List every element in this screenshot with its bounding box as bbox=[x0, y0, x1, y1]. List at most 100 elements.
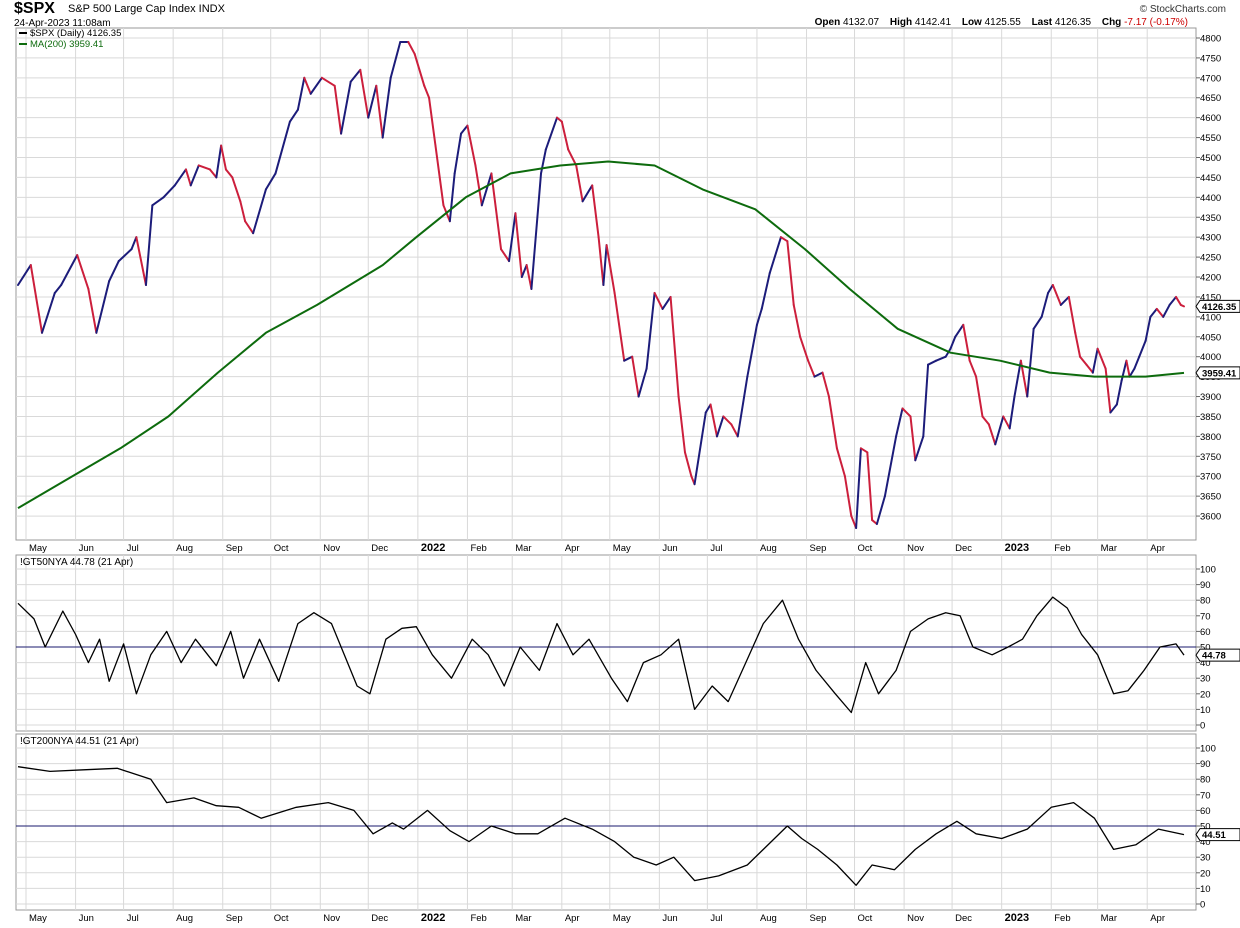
y-tick-label: 3700 bbox=[1200, 472, 1221, 483]
price-segment bbox=[843, 475, 853, 518]
y-tick-label: 4350 bbox=[1200, 213, 1221, 224]
price-segment bbox=[333, 84, 343, 135]
price-segment bbox=[855, 447, 862, 530]
legend-entry: $SPX (Daily) 4126.35 bbox=[30, 28, 121, 39]
price-segment bbox=[637, 367, 648, 398]
panel-frame bbox=[15, 27, 1197, 541]
y-tick-label: 50 bbox=[1200, 643, 1211, 654]
x-tick-label: Jul bbox=[127, 543, 139, 554]
y-tick-label: 70 bbox=[1200, 790, 1211, 801]
price-segment bbox=[60, 254, 79, 286]
price-segment bbox=[835, 447, 846, 478]
price-segment bbox=[786, 240, 795, 306]
price-segment bbox=[914, 435, 925, 462]
quote-chg-label: Chg bbox=[1101, 17, 1122, 28]
x-tick-label: 2023 bbox=[1005, 912, 1029, 924]
price-segment bbox=[813, 371, 824, 378]
price-segment bbox=[87, 287, 98, 334]
x-tick-label: Oct bbox=[274, 913, 289, 924]
price-segment bbox=[117, 248, 133, 263]
price-segment bbox=[1047, 283, 1054, 294]
price-segment bbox=[927, 359, 938, 366]
quote-low-label: Low bbox=[961, 17, 982, 28]
price-segment bbox=[994, 415, 1005, 446]
x-tick-label: Jul bbox=[710, 543, 722, 554]
price-segment bbox=[653, 291, 664, 310]
price-segment bbox=[722, 415, 733, 426]
price-segment bbox=[883, 435, 898, 498]
price-segment bbox=[760, 272, 771, 310]
price-segment bbox=[981, 415, 990, 426]
price-segment bbox=[144, 204, 154, 286]
price-segment bbox=[530, 172, 543, 290]
price-segment bbox=[677, 395, 686, 454]
price-segment bbox=[954, 323, 965, 338]
price-segment bbox=[1138, 339, 1147, 358]
y-tick-label: 20 bbox=[1200, 689, 1211, 700]
x-tick-label: Aug bbox=[176, 913, 193, 924]
last-value-box bbox=[1195, 366, 1240, 380]
price-segment bbox=[1155, 307, 1165, 318]
price-segment bbox=[704, 403, 712, 414]
price-segment bbox=[29, 264, 43, 334]
price-segment bbox=[799, 335, 810, 362]
price-segment bbox=[875, 495, 886, 526]
price-segment bbox=[349, 68, 362, 83]
price-segment bbox=[1149, 307, 1158, 318]
y-tick-label: 3800 bbox=[1200, 432, 1221, 443]
price-segment bbox=[423, 84, 431, 99]
y-tick-label: 40 bbox=[1200, 658, 1211, 669]
y-tick-label: 90 bbox=[1200, 580, 1211, 591]
y-tick-label: 3850 bbox=[1200, 412, 1221, 423]
quote-high-value: 4142.41 bbox=[914, 17, 952, 28]
price-segment bbox=[1175, 295, 1182, 306]
last-value-box bbox=[1195, 299, 1240, 313]
price-segment bbox=[768, 236, 782, 275]
price-segment bbox=[1074, 331, 1082, 358]
price-segment bbox=[1144, 315, 1152, 342]
price-segment bbox=[669, 295, 680, 398]
price-segment bbox=[381, 76, 392, 139]
price-segment bbox=[821, 371, 830, 398]
x-tick-label: Sep bbox=[810, 543, 827, 554]
quote-open-label: Open bbox=[814, 17, 841, 28]
price-segment bbox=[779, 236, 789, 243]
y-tick-label: 10 bbox=[1200, 884, 1211, 895]
price-segment bbox=[944, 347, 952, 358]
quote-last-label: Last bbox=[1031, 17, 1053, 28]
breadth-line bbox=[17, 596, 1185, 714]
price-segment bbox=[645, 291, 656, 370]
price-segment bbox=[135, 236, 147, 286]
price-segment bbox=[792, 303, 802, 338]
price-segment bbox=[661, 295, 672, 310]
panel-frame bbox=[15, 733, 1197, 911]
price-segment bbox=[514, 212, 523, 279]
price-segment bbox=[631, 355, 640, 398]
price-segment bbox=[288, 108, 299, 123]
price-segment bbox=[474, 164, 483, 207]
x-tick-label: Sep bbox=[226, 543, 243, 554]
x-tick-label: Mar bbox=[515, 543, 531, 554]
y-tick-label: 4150 bbox=[1200, 292, 1221, 303]
price-segment bbox=[525, 264, 533, 290]
price-segment bbox=[130, 236, 138, 251]
price-segment bbox=[1002, 415, 1011, 430]
price-segment bbox=[807, 359, 816, 378]
y-tick-label: 60 bbox=[1200, 806, 1211, 817]
price-segment bbox=[1040, 291, 1050, 318]
x-tick-label: Mar bbox=[1101, 543, 1117, 554]
x-tick-label: Dec bbox=[371, 543, 388, 554]
y-tick-label: 4200 bbox=[1200, 273, 1221, 284]
x-tick-label: Sep bbox=[810, 913, 827, 924]
chart-datetime: 24-Apr-2023 11:08am bbox=[14, 18, 111, 29]
x-tick-label: Dec bbox=[955, 913, 972, 924]
price-segment bbox=[709, 403, 718, 438]
y-tick-label: 90 bbox=[1200, 759, 1211, 770]
price-segment bbox=[453, 132, 463, 175]
price-segment bbox=[375, 84, 384, 139]
price-segment bbox=[544, 116, 559, 151]
price-segment bbox=[901, 407, 912, 418]
quote-low-value: 4125.55 bbox=[984, 17, 1021, 28]
price-segment bbox=[274, 120, 291, 175]
price-segment bbox=[602, 244, 608, 286]
